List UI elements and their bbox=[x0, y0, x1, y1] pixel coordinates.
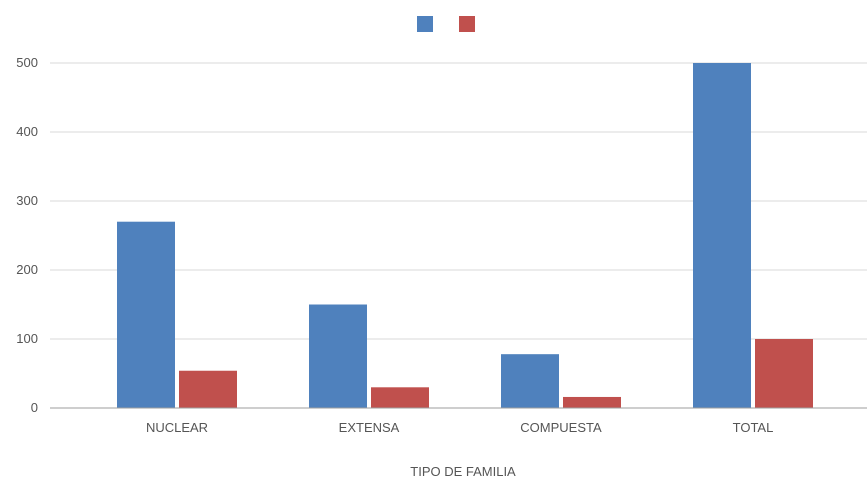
y-tick-label: 200 bbox=[16, 262, 38, 277]
y-tick-label: 300 bbox=[16, 193, 38, 208]
x-tick-label-total: TOTAL bbox=[733, 420, 774, 435]
x-tick-label-nuclear: NUCLEAR bbox=[146, 420, 208, 435]
y-tick-label: 100 bbox=[16, 331, 38, 346]
bar-nuclear-series-2 bbox=[179, 370, 237, 408]
bar-nuclear-series-1 bbox=[117, 221, 175, 408]
y-tick-label: 0 bbox=[31, 400, 38, 415]
y-tick-label: 500 bbox=[16, 55, 38, 70]
bar-total-series-2 bbox=[755, 339, 813, 408]
bar-compuesta-series-2 bbox=[563, 396, 621, 408]
y-tick-label: 400 bbox=[16, 124, 38, 139]
bar-extensa-series-1 bbox=[309, 304, 367, 408]
bar-compuesta-series-1 bbox=[501, 354, 559, 408]
bar-extensa-series-2 bbox=[371, 387, 429, 408]
legend-swatch-series-1 bbox=[417, 16, 433, 32]
x-tick-label-compuesta: COMPUESTA bbox=[520, 420, 602, 435]
x-axis-title: TIPO DE FAMILIA bbox=[410, 464, 516, 479]
x-axis-ticks: NUCLEAR EXTENSA COMPUESTA TOTAL bbox=[146, 420, 773, 435]
bar-total-series-1 bbox=[693, 63, 751, 408]
x-tick-label-extensa: EXTENSA bbox=[339, 420, 400, 435]
legend bbox=[417, 16, 475, 32]
y-axis-ticks: 0 100 200 300 400 500 bbox=[16, 55, 38, 415]
bars bbox=[117, 63, 813, 408]
legend-swatch-series-2 bbox=[459, 16, 475, 32]
